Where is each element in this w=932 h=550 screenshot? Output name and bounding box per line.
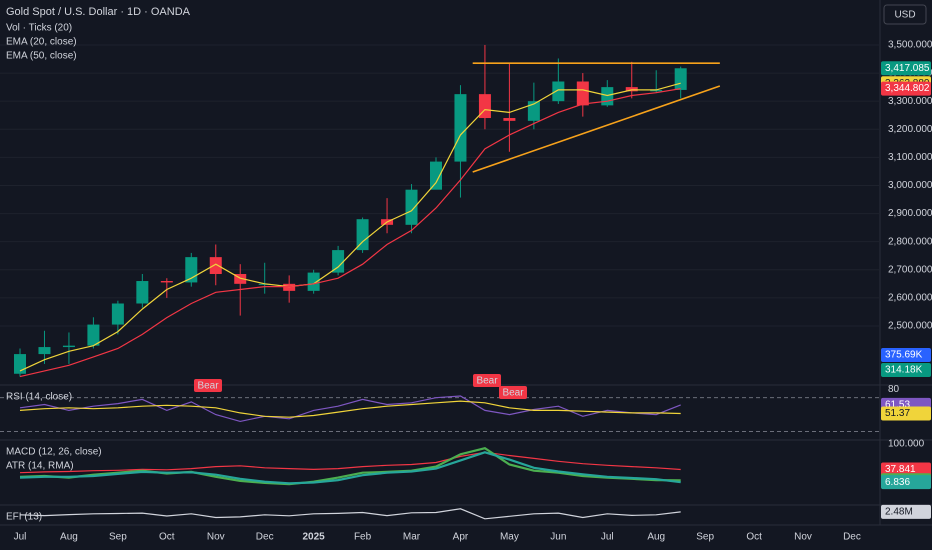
y-tick-label: 2,900.000 [888,208,932,219]
x-tick-label: Apr [453,532,469,543]
series-line [19,447,681,486]
x-tick-label: Oct [746,532,762,543]
x-tick-label: 2025 [303,532,326,543]
price-badge [881,61,931,76]
y-tick-label: 2,500.000 [888,321,932,332]
x-tick-label: Mar [403,532,421,543]
x-tick-label: Nov [794,532,812,543]
panel-title: MACD (12, 26, close) [6,447,102,458]
candle-body [14,354,26,374]
candle-body [429,161,442,190]
chart-title: Gold Spot / U.S. Dollar · 1D · OANDA [6,6,191,18]
y-tick-label: 2,700.000 [888,264,932,275]
signal-tag [473,374,501,387]
currency-label[interactable]: USD [894,10,915,21]
candle-body [674,68,687,90]
y-tick-label: 3,100.000 [888,152,932,163]
signal-tag-label: Bear [502,388,524,399]
y-tick-label: 3,500.000 [888,40,932,51]
series-line [19,451,681,485]
candle-body [234,273,247,284]
price-badge [881,406,931,421]
price-badge-label: 61.53 [885,399,910,410]
currency-button[interactable] [883,4,927,25]
panel-title: EFI (13) [6,512,42,523]
x-tick-label: Dec [256,532,274,543]
signal-tag-label: Bear [476,376,498,387]
y-tick-label: 100.000 [888,439,925,450]
candle-body [136,281,149,304]
y-tick-label: 2,800.000 [888,236,932,247]
panel-subtitle: ATR (14, RMA) [6,461,74,472]
price-badge-label: 2.48M [885,507,913,518]
price-badge [881,504,931,519]
candle-body [650,89,663,92]
price-badge-label: 3,344.802 [885,83,930,94]
candle-body [209,257,222,274]
candle-body [527,101,540,121]
candle-body [38,347,51,355]
x-tick-label: Jun [550,532,566,543]
price-badge-label: 6.836 [885,477,910,488]
price-badge-label: 51.37 [885,408,910,419]
x-tick-label: Sep [109,532,127,543]
signal-tag [194,379,222,392]
y-tick-label: 3,200.000 [888,124,932,135]
candle-body [576,81,589,106]
price-badge-label: 3,417.085 [885,63,930,74]
signal-tag [499,386,527,399]
price-badge [881,475,931,490]
candle-body [356,219,369,251]
series-line [19,82,681,372]
candle-body [601,87,614,106]
series-line [19,508,681,520]
x-tick-label: Oct [159,532,175,543]
candle-body [87,324,100,346]
x-tick-label: Aug [60,532,78,543]
y-tick-label: 3,000.000 [888,180,932,191]
price-badge [881,81,931,96]
candle-body [625,87,638,92]
price-badge-label: 314.18K [885,365,923,376]
x-tick-label: May [500,532,519,543]
x-tick-label: Feb [354,532,372,543]
price-badge [881,462,931,477]
legend-entry: EMA (20, close) [6,37,77,48]
price-badge [881,363,931,377]
candle-body [503,118,516,121]
candle-body [454,94,467,162]
x-tick-label: Sep [696,532,714,543]
legend-entry: EMA (50, close) [6,51,77,62]
trendline [472,85,721,173]
candle-body [307,272,320,291]
y-tick-label: 2,600.000 [888,293,932,304]
signal-tag-label: Bear [197,381,219,392]
x-tick-label: Nov [207,532,225,543]
y-tick-label: 3,300.000 [888,96,932,107]
candle-body [62,345,75,348]
candle-body [552,81,565,102]
series-line [19,400,681,418]
y-tick-label: 80 [888,384,900,395]
candle-body [332,250,345,273]
price-badge [881,348,931,362]
x-tick-label: Jul [601,532,614,543]
price-badge-label: 37.841 [885,464,916,475]
x-tick-label: Aug [647,532,665,543]
series-line [19,88,681,378]
candle-body [405,189,418,225]
series-line [19,451,681,474]
candle-body [160,281,173,283]
x-tick-label: Jul [14,532,27,543]
indicator-label: Vol · Ticks (20) [6,23,72,34]
candle-body [283,283,296,291]
panel-title: RSI (14, close) [6,392,72,403]
candle-body [111,303,124,325]
x-tick-label: Dec [843,532,861,543]
price-badge-label: 375.69K [885,350,923,361]
